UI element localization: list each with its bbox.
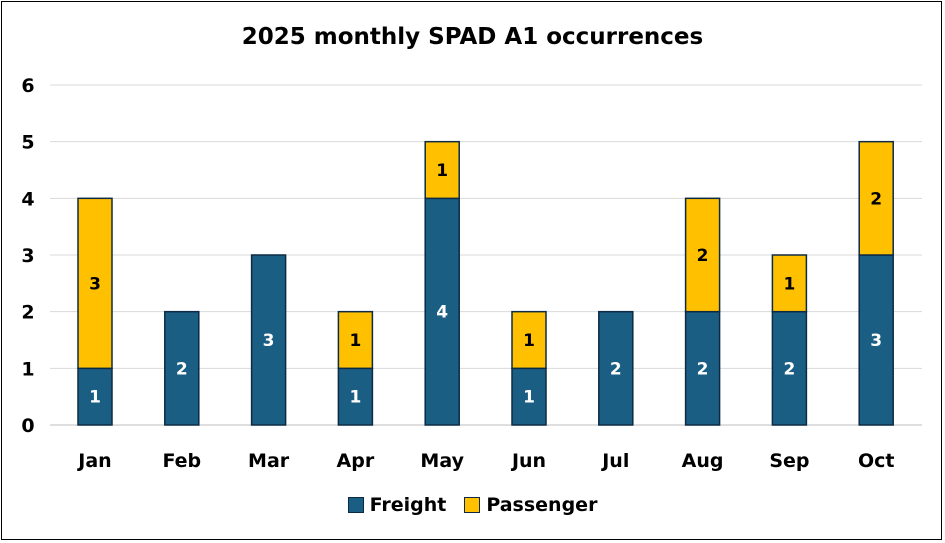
legend-swatch <box>347 497 364 513</box>
data-label: 1 <box>89 388 101 408</box>
legend-label: Freight <box>369 494 447 516</box>
x-tick-label: Aug <box>682 450 724 472</box>
chart-title: 2025 monthly SPAD A1 occurrences <box>241 24 704 50</box>
bar-passenger <box>858 140 894 256</box>
y-tick-label: 0 <box>21 415 34 437</box>
bar-passenger <box>771 254 808 313</box>
x-tick-label: Apr <box>337 450 375 472</box>
data-label: 1 <box>523 331 535 351</box>
x-tick-label: Mar <box>248 450 290 472</box>
bar-freight <box>164 310 200 426</box>
x-tick-label: Feb <box>162 450 201 472</box>
bar-freight <box>511 367 547 426</box>
data-label: 2 <box>783 359 795 379</box>
x-tick-label: Jun <box>510 450 546 472</box>
y-tick-label: 5 <box>21 132 34 154</box>
bar-freight <box>858 254 894 426</box>
y-tick-label: 1 <box>21 358 34 380</box>
legend-item: Freight <box>347 494 447 516</box>
x-tick-label: Jan <box>76 450 111 472</box>
data-label: 1 <box>349 331 361 351</box>
legend-swatch <box>464 497 481 513</box>
x-tick-label: Oct <box>858 450 895 472</box>
data-label: 3 <box>89 274 101 294</box>
legend-label: Passenger <box>486 494 598 516</box>
bar-passenger <box>424 140 460 200</box>
data-label: 3 <box>870 331 882 351</box>
data-label: 2 <box>697 359 709 379</box>
bar-passenger <box>337 310 374 370</box>
data-label: 3 <box>263 331 275 351</box>
x-tick-label: May <box>420 450 464 472</box>
bar-freight <box>424 197 460 426</box>
data-label: 1 <box>436 161 448 181</box>
data-label: 1 <box>349 388 361 408</box>
data-label: 2 <box>176 359 188 379</box>
bar-passenger <box>77 197 113 370</box>
y-tick-label: 4 <box>21 188 34 210</box>
y-tick-label: 3 <box>21 245 34 267</box>
data-label: 4 <box>436 303 448 323</box>
data-label: 1 <box>523 388 535 408</box>
legend-item: Passenger <box>464 494 597 516</box>
data-label: 1 <box>783 274 795 294</box>
legend: Freight Passenger <box>0 494 945 516</box>
x-tick-label: Jul <box>600 450 629 472</box>
bar-passenger <box>684 197 721 313</box>
y-tick-label: 2 <box>21 302 34 324</box>
data-label: 2 <box>697 246 709 266</box>
x-tick-label: Sep <box>769 450 809 472</box>
y-tick-label: 6 <box>21 75 34 97</box>
bar-freight <box>598 310 634 426</box>
bar-freight <box>250 254 287 426</box>
bar-freight <box>684 310 721 426</box>
data-label: 2 <box>870 189 882 209</box>
bar-freight <box>337 367 374 426</box>
bar-passenger <box>511 310 547 370</box>
data-label: 2 <box>610 359 622 379</box>
